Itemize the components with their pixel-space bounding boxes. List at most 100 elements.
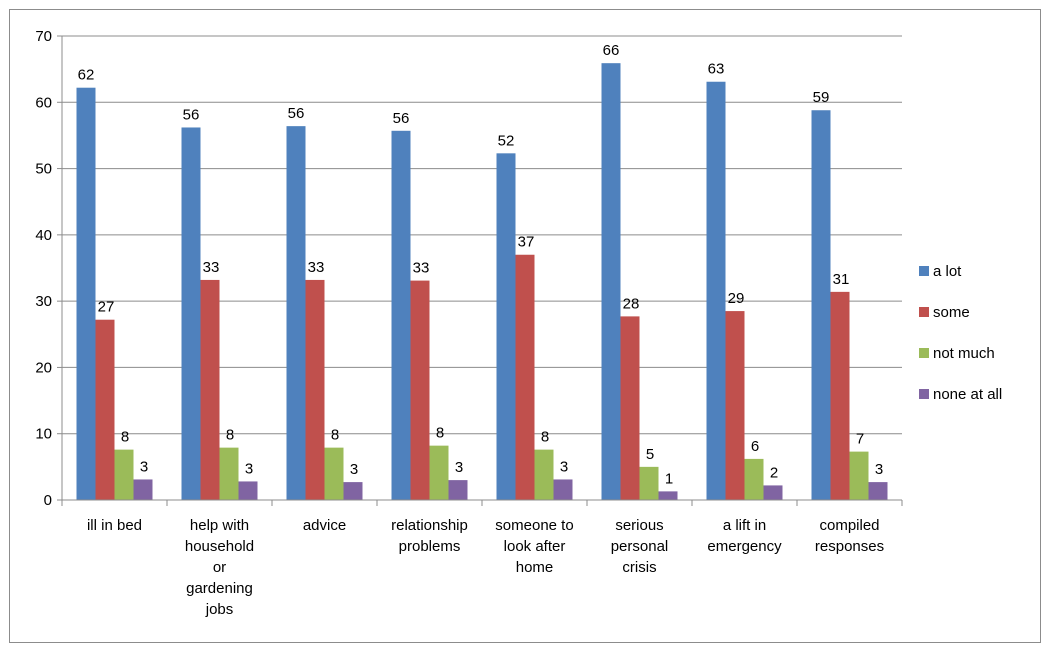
legend-swatch [919,266,929,276]
data-label: 33 [413,260,430,277]
bar [181,127,201,500]
data-label: 3 [560,458,568,475]
data-label: 31 [833,271,850,288]
data-label: 33 [203,259,220,276]
data-label: 52 [498,132,515,149]
bar [324,447,344,500]
category-label: someone to [495,517,573,534]
bar [553,479,573,500]
category-label: relationship [391,517,468,534]
bars [76,63,888,501]
category-label: household [185,538,254,555]
y-tick-label: 0 [44,492,52,509]
bar [238,481,258,500]
bar [601,63,621,500]
data-label: 3 [245,460,253,477]
category-label: serious [615,517,663,534]
y-tick-label: 60 [35,94,52,111]
y-tick-label: 40 [35,227,52,244]
bar [200,279,220,500]
bar [868,482,888,500]
data-label: 3 [350,461,358,478]
bar [114,449,134,500]
bar [305,279,325,500]
category-label: problems [399,538,461,555]
data-label: 5 [646,446,654,463]
bar [391,130,411,500]
bar [286,126,306,501]
data-label: 56 [183,106,200,123]
data-label: 6 [751,438,759,455]
legend-label: none at all [933,386,1002,403]
y-axis: 0 10 20 30 40 50 60 70 [35,28,63,509]
legend-swatch [919,348,929,358]
bar [725,311,745,500]
data-label: 7 [856,431,864,448]
data-labels: 6227835633835633835633835237836628516329… [78,42,884,487]
category-label: a lift in [723,517,766,534]
y-tick-label: 30 [35,293,52,310]
data-label: 56 [393,110,410,127]
category-label: emergency [707,538,782,555]
data-label: 3 [875,461,883,478]
bar [639,466,659,500]
bar [410,280,430,500]
y-tick-label: 50 [35,161,52,178]
bar [811,110,831,501]
legend-swatch [919,307,929,317]
data-label: 3 [140,458,148,475]
x-axis: ill in bed help with household or gardening j… [61,499,903,618]
data-label: 37 [518,234,535,251]
category-label: or [213,559,226,576]
bar [744,458,764,500]
bar [133,479,153,500]
category-label: look after [504,538,566,555]
category-label: advice [303,517,346,534]
bar [763,485,783,500]
category-label: jobs [205,601,234,618]
data-label: 33 [308,259,325,276]
category-label: home [516,559,554,576]
y-tick-label: 10 [35,426,52,443]
bar [515,254,535,500]
data-label: 59 [813,89,830,106]
bar [429,445,449,500]
bar [343,482,363,500]
category-label: crisis [622,559,656,576]
legend-swatch [919,389,929,399]
data-label: 8 [121,429,129,446]
category-label: help with [190,517,249,534]
category-label: compiled [819,517,879,534]
bar [534,449,554,500]
data-label: 66 [603,42,620,59]
bar [658,491,678,500]
bar [706,81,726,500]
data-label: 29 [728,290,745,307]
legend-label: not much [933,345,995,362]
data-label: 8 [226,427,234,444]
bar [830,291,850,500]
category-label: ill in bed [87,517,142,534]
legend-label: some [933,304,970,321]
category-label: responses [815,538,884,555]
bar [76,87,96,501]
bar [620,316,640,500]
data-label: 8 [436,425,444,442]
y-tick-label: 20 [35,359,52,376]
data-label: 56 [288,105,305,122]
data-label: 27 [98,299,115,316]
category-label: gardening [186,580,253,597]
legend: a lot some not much none at all [919,263,1002,403]
data-label: 63 [708,61,725,78]
y-tick-label: 70 [35,28,52,45]
data-label: 8 [331,427,339,444]
data-label: 3 [455,459,463,476]
category-label: personal [611,538,669,555]
data-label: 8 [541,429,549,446]
data-label: 1 [665,470,673,487]
data-label: 2 [770,464,778,481]
data-label: 28 [623,295,640,312]
bar [95,319,115,500]
bar [849,451,869,500]
